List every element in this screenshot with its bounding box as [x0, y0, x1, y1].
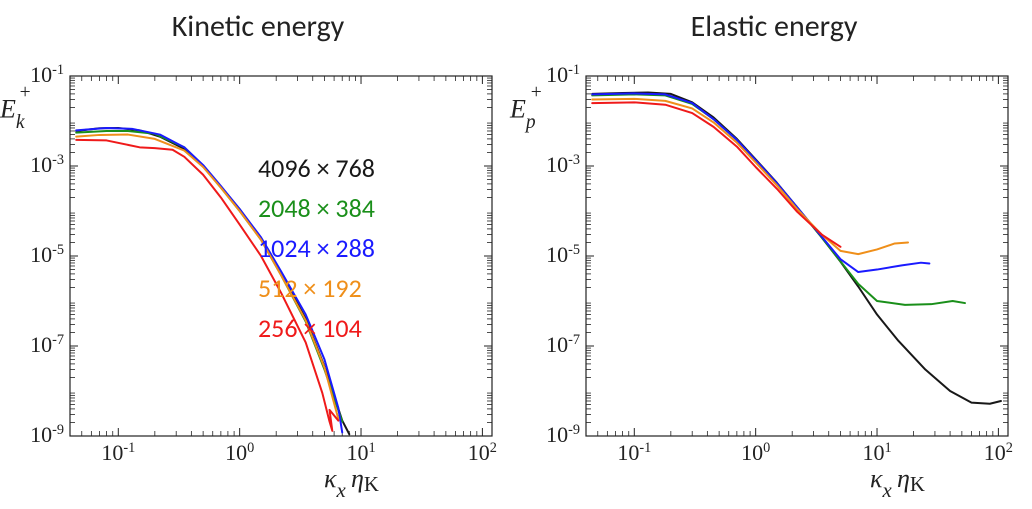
svg-text:101: 101 [862, 440, 891, 465]
svg-text:102: 102 [984, 440, 1013, 465]
svg-text:100: 100 [225, 440, 254, 465]
panel-kinetic: Kinetic energy Ek+ 10-110010110210-910-7… [0, 4, 516, 509]
legend-item-N512x192: 512 × 192 [258, 272, 362, 304]
svg-text:10-5: 10-5 [30, 242, 64, 267]
plot-elastic: 10-1 100 101 102 10-9 10-7 10-5 10-3 10-1 [516, 4, 1032, 484]
xlabel-elastic: κx ηK [870, 464, 925, 499]
svg-text:10-1: 10-1 [101, 440, 135, 465]
svg-text:10-7: 10-7 [546, 332, 580, 357]
svg-text:101: 101 [346, 440, 375, 465]
legend-item-N2048x384: 2048 × 384 [258, 192, 375, 224]
legend-item-N1024x288: 1024 × 288 [258, 232, 375, 264]
svg-text:100: 100 [741, 440, 770, 465]
panel-elastic: Elastic energy Ep+ 10-110010110210-910-7… [516, 4, 1032, 509]
legend-item-N4096x768: 4096 × 768 [258, 152, 375, 184]
figure: Kinetic energy Ek+ 10-110010110210-910-7… [0, 0, 1032, 509]
svg-text:10-9: 10-9 [30, 422, 64, 447]
svg-text:10-7: 10-7 [30, 332, 64, 357]
svg-text:10-1: 10-1 [546, 62, 580, 87]
svg-text:10-3: 10-3 [546, 152, 580, 177]
svg-text:10-5: 10-5 [546, 242, 580, 267]
legend-item-N256x104: 256 × 104 [258, 312, 362, 344]
svg-text:102: 102 [468, 440, 497, 465]
svg-text:10-1: 10-1 [617, 440, 651, 465]
svg-text:10-9: 10-9 [546, 422, 580, 447]
svg-text:10-3: 10-3 [30, 152, 64, 177]
xlabel-kinetic: κx ηK [324, 464, 379, 499]
svg-text:10-1: 10-1 [30, 62, 64, 87]
